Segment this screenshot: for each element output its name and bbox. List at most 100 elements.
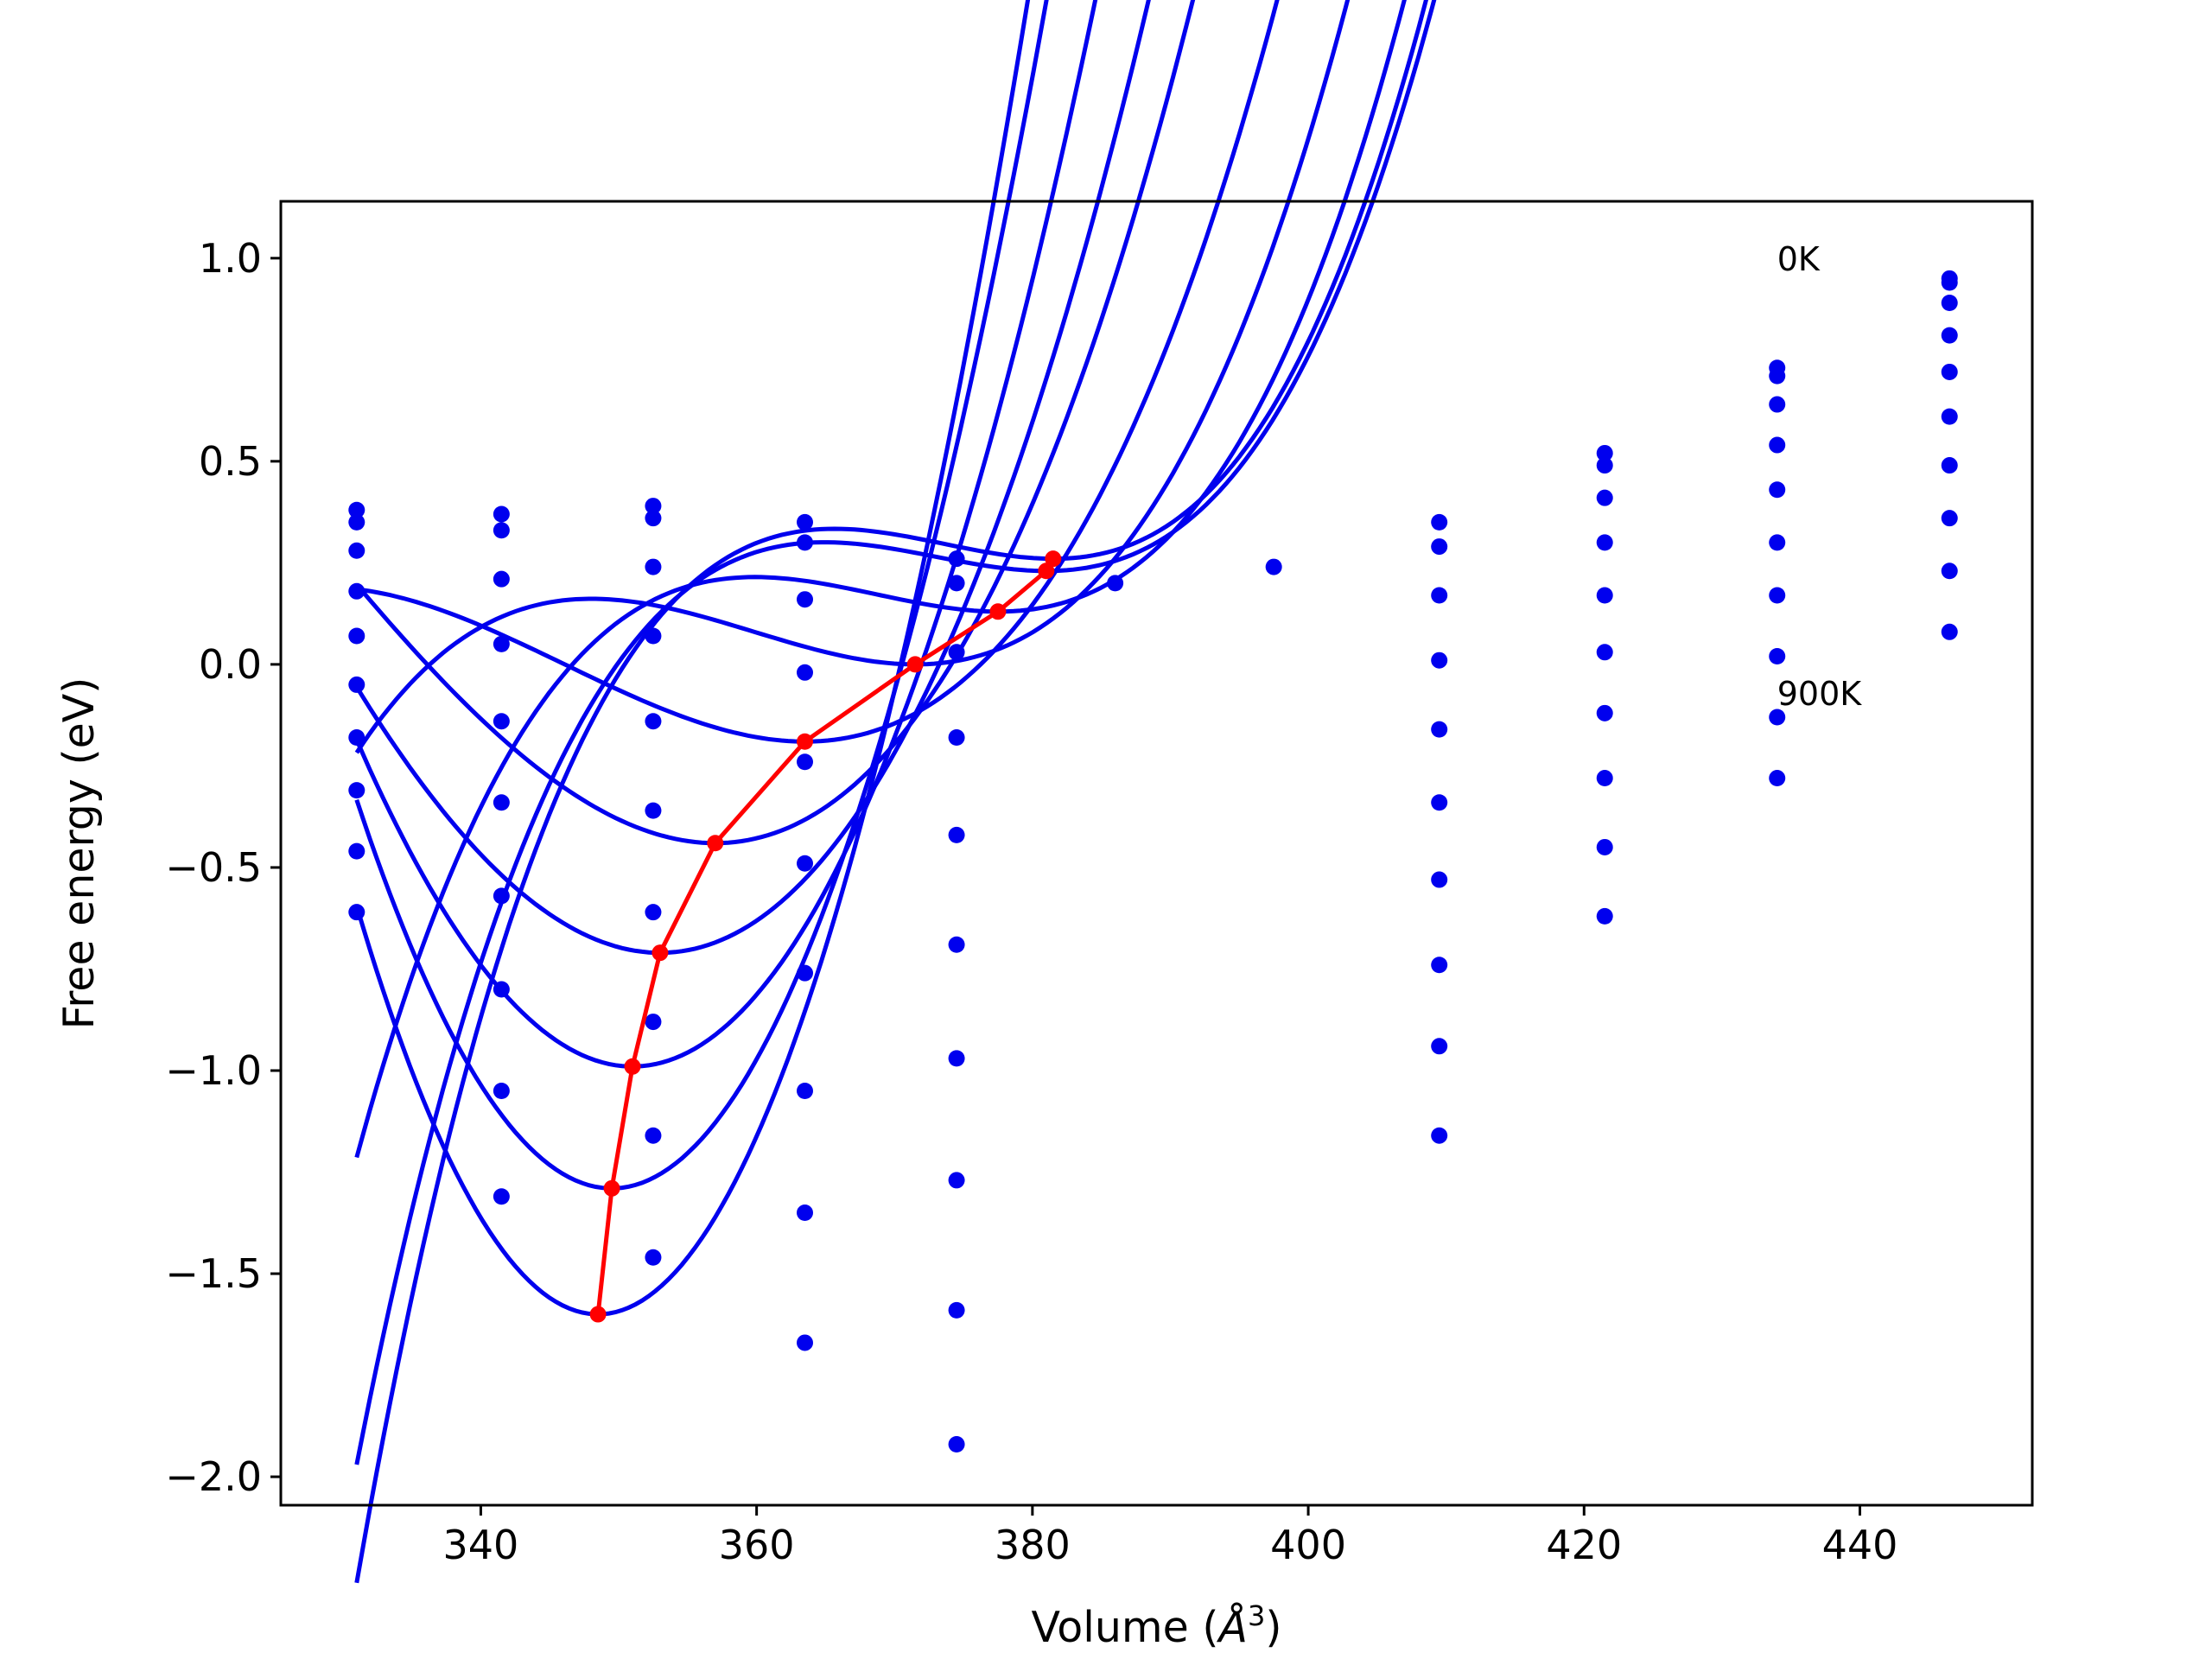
data-point — [348, 542, 365, 559]
data-point — [1431, 794, 1448, 811]
data-point — [1941, 457, 1958, 474]
data-point — [797, 1083, 814, 1100]
x-tick-label: 440 — [1822, 1522, 1898, 1568]
data-point — [1596, 444, 1613, 461]
data-point — [645, 510, 662, 527]
data-point — [948, 1050, 965, 1067]
x-tick-label: 360 — [719, 1522, 795, 1568]
data-point — [1431, 957, 1448, 974]
data-point — [1431, 587, 1448, 604]
data-point — [948, 1172, 965, 1189]
data-point — [493, 522, 510, 539]
data-point — [797, 534, 814, 551]
data-point — [948, 644, 965, 661]
data-point — [1596, 704, 1613, 721]
data-point — [493, 794, 510, 811]
fit-curve-7 — [354, 0, 1098, 1069]
data-point — [1431, 513, 1448, 531]
data-point — [493, 713, 510, 730]
fit-curve-5 — [354, 0, 1196, 846]
data-point — [948, 550, 965, 568]
x-tick-label: 420 — [1546, 1522, 1622, 1568]
data-point — [1431, 721, 1448, 738]
data-point — [1769, 587, 1786, 604]
minimum-point — [603, 1179, 620, 1197]
data-point — [1769, 367, 1786, 385]
data-point — [797, 1205, 814, 1222]
data-point — [1596, 457, 1613, 474]
data-point — [1431, 652, 1448, 669]
data-point — [1941, 363, 1958, 380]
y-tick-label: 0.0 — [199, 641, 262, 688]
data-point — [1941, 563, 1958, 580]
minimum-point — [797, 733, 814, 750]
data-point — [1431, 538, 1448, 556]
data-point — [348, 501, 365, 518]
y-tick-label: −1.5 — [165, 1250, 262, 1297]
data-point — [348, 842, 365, 860]
data-point — [645, 1127, 662, 1144]
data-point — [1941, 408, 1958, 425]
minimum-point — [1038, 563, 1055, 580]
minimum-point — [1045, 550, 1062, 568]
minimum-point — [624, 1058, 641, 1075]
data-point — [1596, 907, 1613, 925]
data-point — [645, 713, 662, 730]
data-point — [1941, 623, 1958, 640]
data-point — [1941, 295, 1958, 312]
data-point — [1431, 1127, 1448, 1144]
temperature-annotation: 900K — [1777, 675, 1863, 713]
data-point — [1596, 838, 1613, 855]
data-point — [1596, 587, 1613, 604]
data-point — [1941, 327, 1958, 344]
data-point — [1265, 558, 1282, 575]
data-point — [797, 591, 814, 608]
data-point — [797, 855, 814, 872]
axes-frame — [279, 200, 2034, 1507]
data-point — [797, 753, 814, 771]
data-point — [493, 570, 510, 588]
x-tick-label: 380 — [995, 1522, 1071, 1568]
data-point — [948, 1301, 965, 1319]
data-point — [645, 498, 662, 515]
data-point — [348, 729, 365, 747]
data-point — [948, 936, 965, 953]
data-point — [1769, 709, 1786, 726]
minimum-point — [589, 1306, 607, 1323]
fit-curve-2 — [354, 0, 1407, 1159]
plot-area: 0K 900K — [348, 0, 1958, 1584]
minimum-point — [707, 835, 724, 852]
fit-curve-0 — [354, 0, 1429, 1584]
data-point — [348, 627, 365, 645]
data-point — [1596, 770, 1613, 787]
ticks: 340 360 380 400 420 440 1.0 0.5 0.0 −0.5 −1.0 −1.5 −… — [165, 235, 1897, 1568]
data-point — [348, 904, 365, 921]
fit-curve-9 — [354, 0, 1031, 1317]
data-point — [1431, 1038, 1448, 1055]
data-point — [797, 1334, 814, 1351]
minimum-point — [906, 656, 924, 673]
data-point — [348, 782, 365, 799]
fit-curve-6 — [354, 0, 1151, 956]
y-axis-label: Free energy (eV) — [54, 677, 104, 1030]
data-point — [797, 513, 814, 531]
data-point — [645, 904, 662, 921]
data-point — [645, 1249, 662, 1266]
data-point — [645, 1014, 662, 1031]
x-axis-label: Volume (Å3) — [1032, 1599, 1282, 1652]
fit-curve-3 — [354, 0, 1351, 754]
y-tick-label: −0.5 — [165, 844, 262, 891]
data-point — [1596, 489, 1613, 506]
minima-line — [595, 557, 1055, 1315]
x-tick-label: 340 — [443, 1522, 519, 1568]
data-point — [348, 513, 365, 531]
fit-curve-1 — [354, 0, 1437, 1465]
data-point — [948, 575, 965, 592]
data-point — [1769, 436, 1786, 454]
temperature-annotation: 0K — [1777, 240, 1821, 278]
data-point — [348, 676, 365, 693]
data-point — [1769, 648, 1786, 665]
data-point — [948, 729, 965, 747]
data-point — [1769, 481, 1786, 499]
